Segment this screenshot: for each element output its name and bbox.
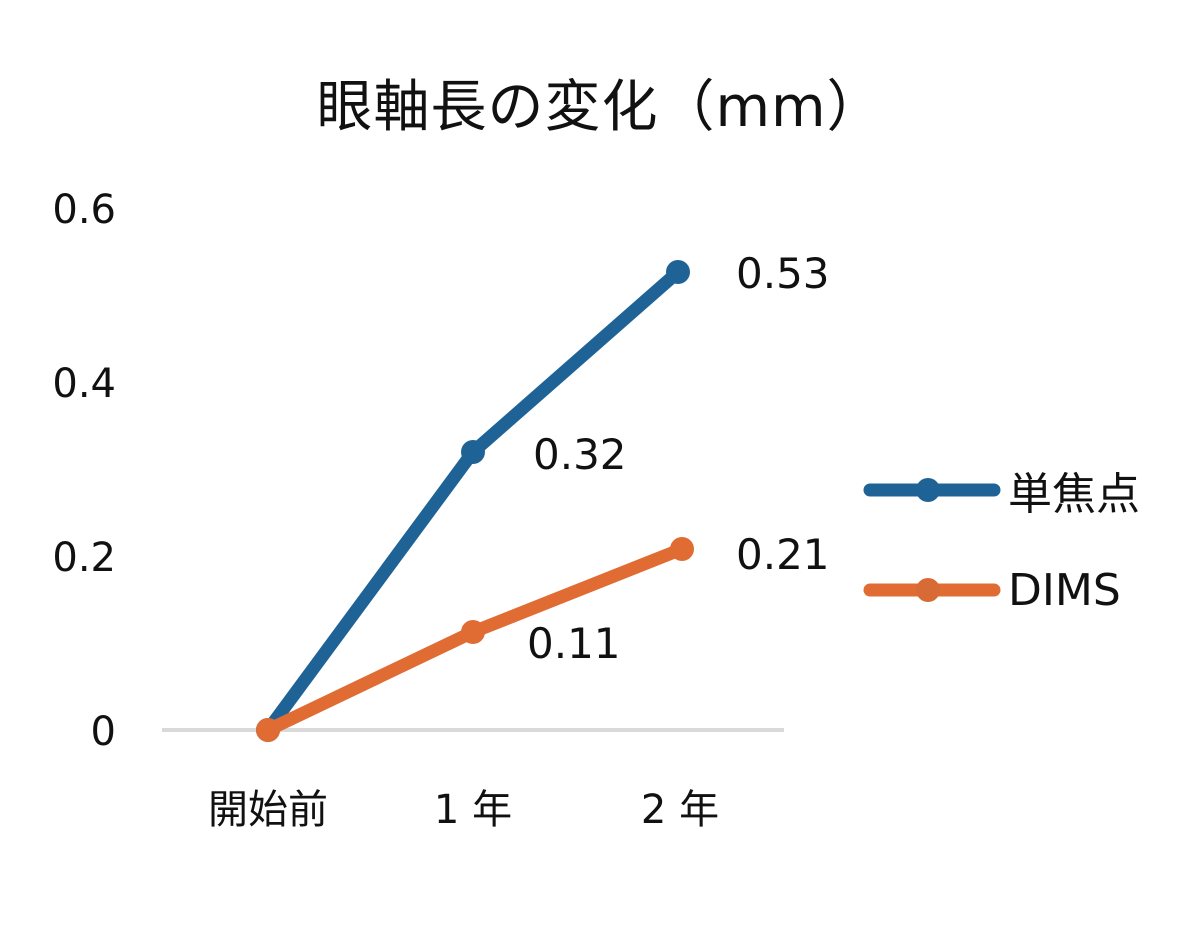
x-tick-2-year: 2 年 bbox=[640, 787, 720, 833]
x-tick-baseline: 開始前 bbox=[208, 787, 328, 833]
legend: 単焦点 DIMS bbox=[862, 440, 1140, 640]
series-single-focus bbox=[256, 260, 690, 742]
data-point bbox=[256, 718, 280, 742]
data-label-single-focus-2y: 0.53 bbox=[736, 249, 830, 298]
legend-label: 単焦点 bbox=[1008, 469, 1140, 520]
line-marker-icon bbox=[863, 478, 1001, 502]
legend-label: DIMS bbox=[1008, 564, 1121, 616]
line-marker-icon bbox=[863, 578, 1001, 602]
data-point bbox=[670, 537, 694, 561]
data-point bbox=[461, 440, 485, 464]
x-tick-1-year: 1 年 bbox=[433, 787, 513, 833]
y-tick-0.2: 0.2 bbox=[52, 535, 116, 581]
y-tick-0.4: 0.4 bbox=[52, 361, 116, 407]
data-label-single-focus-1y: 0.32 bbox=[533, 430, 627, 479]
data-label-dims-2y: 0.21 bbox=[736, 530, 830, 579]
data-point bbox=[461, 620, 485, 644]
data-point bbox=[666, 260, 690, 284]
series-dims bbox=[256, 537, 694, 742]
chart-title: 眼軸長の変化（mm） bbox=[316, 75, 884, 140]
y-tick-0.6: 0.6 bbox=[52, 187, 116, 233]
legend-item-dims: DIMS bbox=[862, 540, 1140, 640]
data-label-dims-1y: 0.11 bbox=[527, 619, 621, 668]
y-tick-0: 0 bbox=[90, 709, 116, 755]
legend-item-single-focus: 単焦点 bbox=[862, 440, 1140, 540]
